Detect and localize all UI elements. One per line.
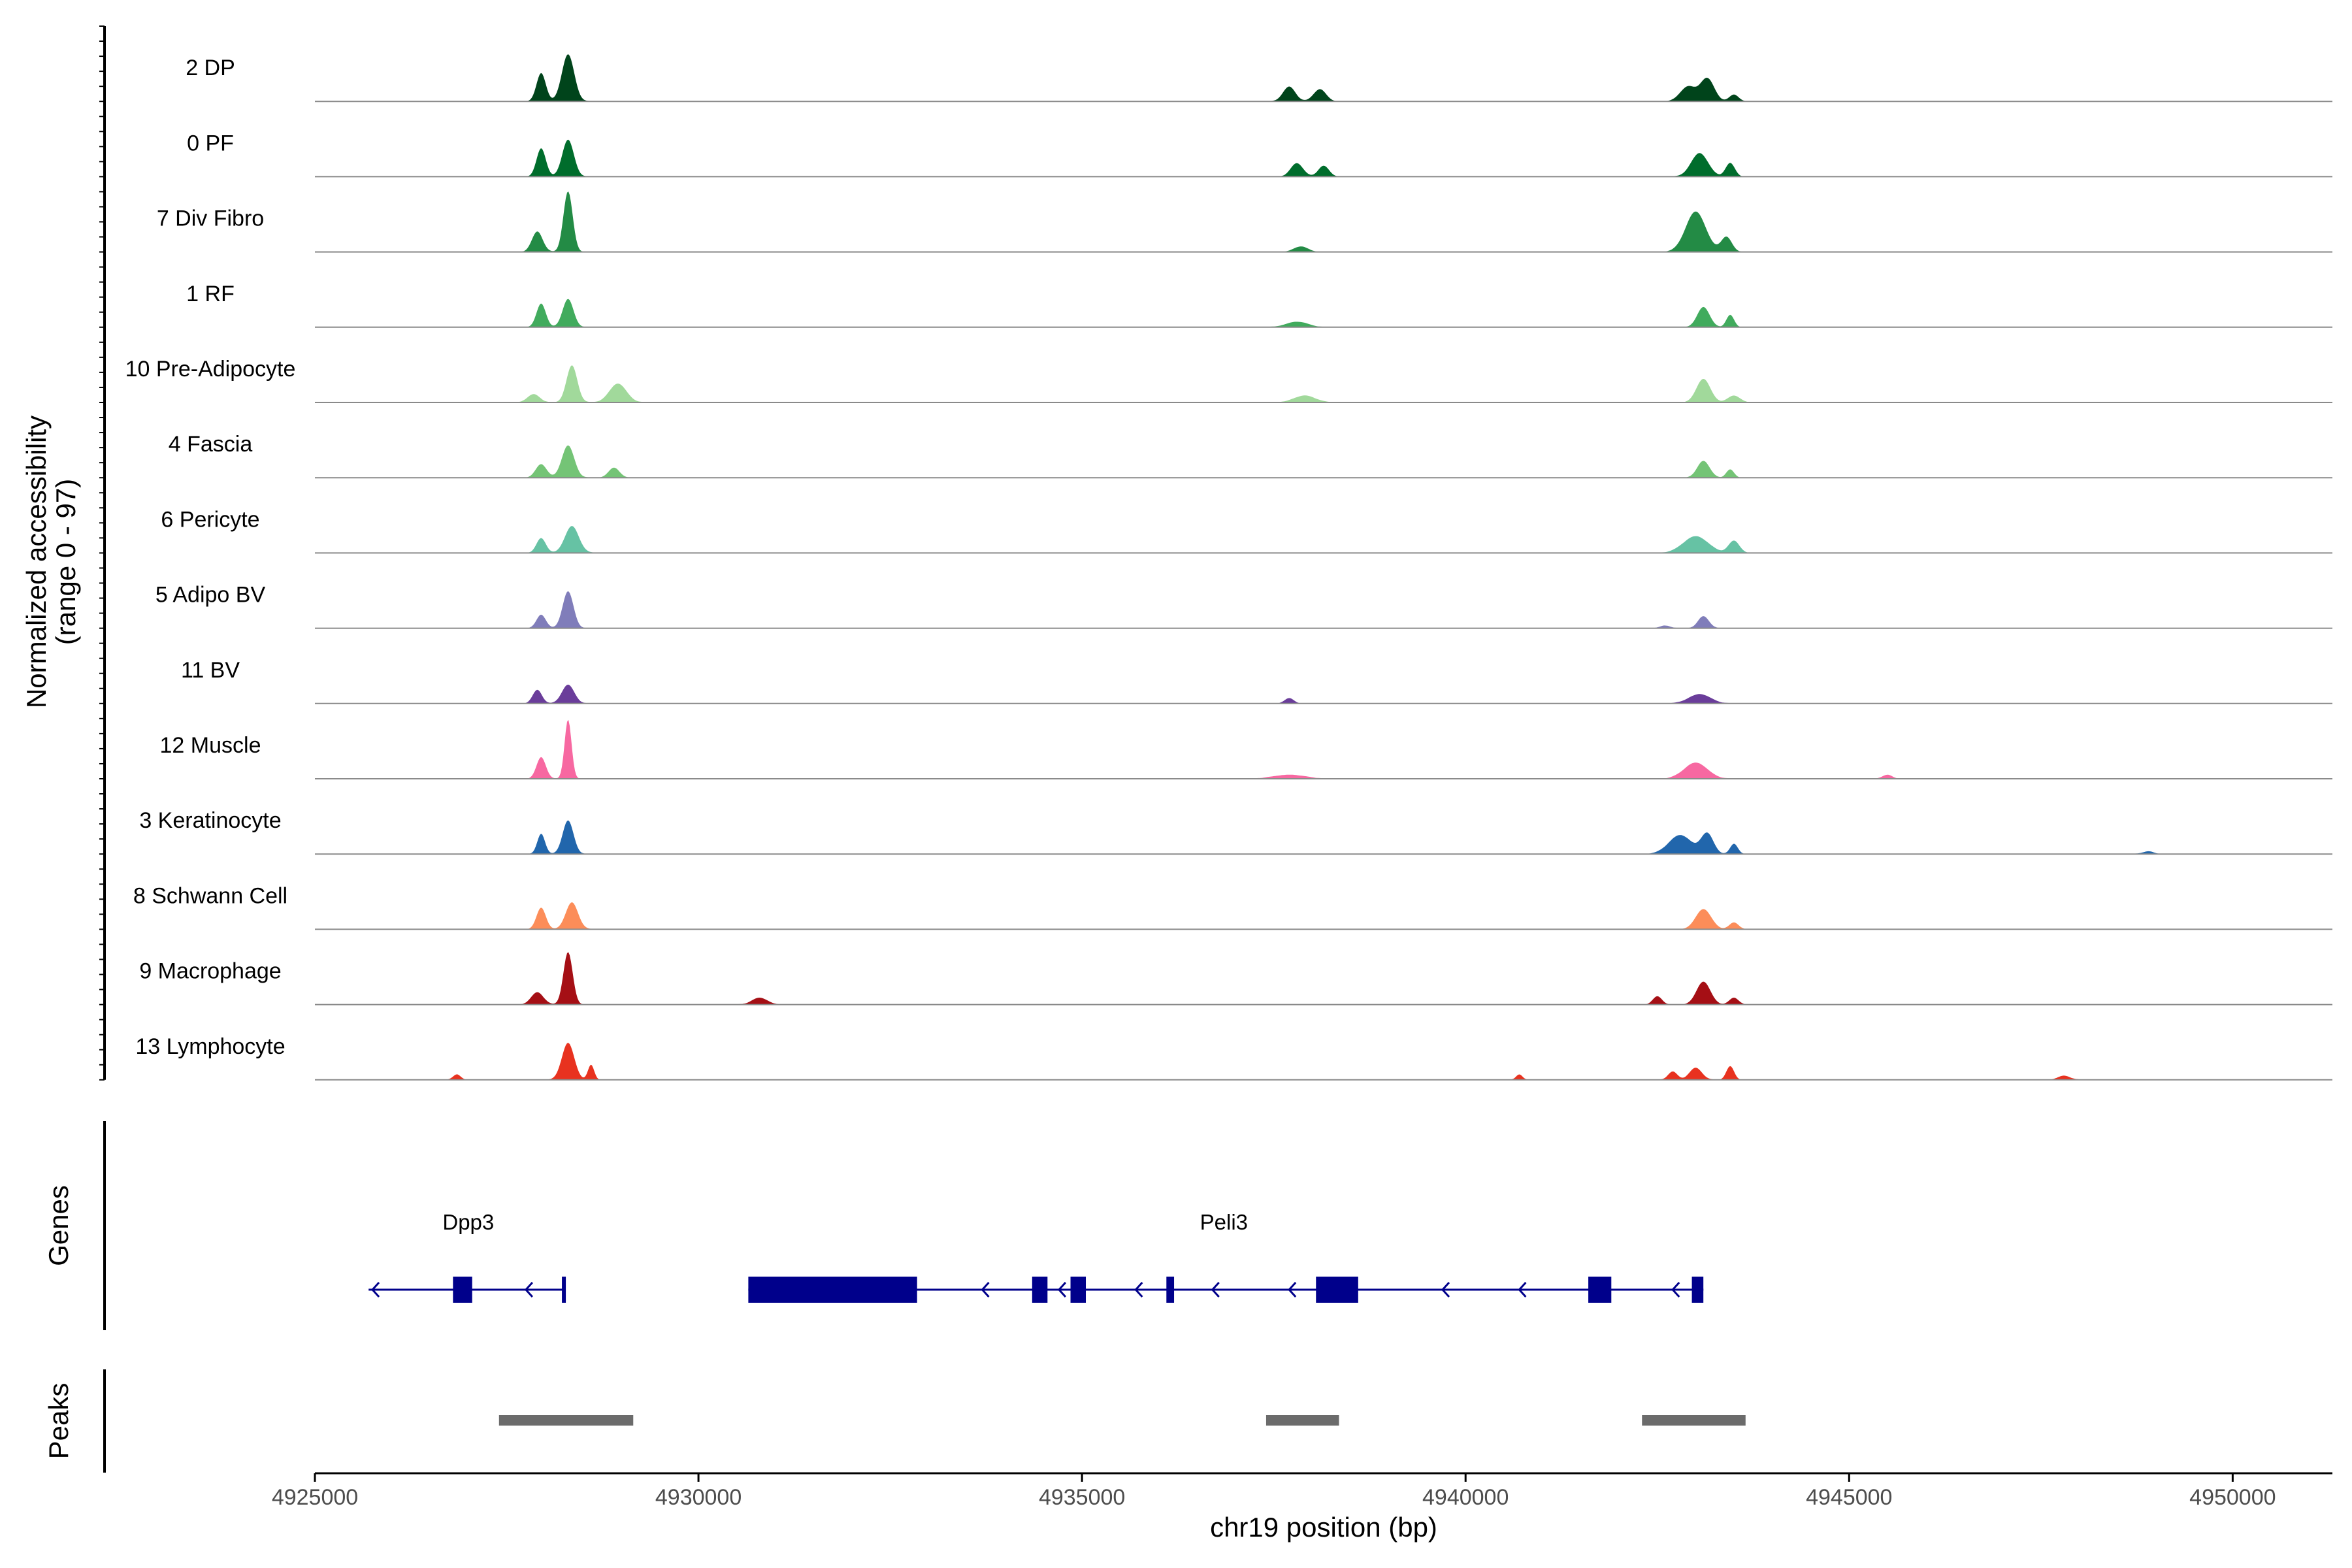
peak-region [1642, 1415, 1746, 1426]
y-axis-title: Normalized accessibility [21, 416, 52, 708]
strand-arrow [1441, 1281, 1450, 1298]
peak-region [1266, 1415, 1339, 1426]
peaks-track-label: Peaks [43, 1383, 74, 1460]
track-label: 6 Pericyte [161, 507, 259, 532]
gene-exon [748, 1277, 917, 1303]
track-2-dp: 2 DP [186, 54, 2332, 103]
coverage-area-9-macrophage [315, 952, 2332, 1005]
track-label: 0 PF [187, 131, 234, 155]
gene-label: Dpp3 [442, 1210, 494, 1234]
gene-annotations: Dpp3 Peli3 [368, 1210, 1704, 1303]
gene-exon [1032, 1277, 1048, 1303]
x-tick-label: 4950000 [2189, 1485, 2276, 1510]
y-axis-range: (range 0 - 97) [50, 479, 81, 645]
track-4-fascia: 4 Fascia [169, 432, 2332, 479]
gene-exon [1588, 1277, 1612, 1303]
gene-exon [1166, 1277, 1175, 1303]
coverage-area-0-pf [315, 139, 2332, 177]
track-label: 5 Adipo BV [155, 583, 266, 608]
coverage-area-6-pericyte [315, 526, 2332, 553]
gene-label: Peli3 [1200, 1210, 1248, 1234]
gene-exon [453, 1277, 472, 1303]
coverage-area-4-fascia [315, 445, 2332, 478]
x-axis: 4925000 4930000 4935000 4940000 4945000 49500… [272, 1473, 2276, 1510]
coverage-area-8-schwann-cell [315, 902, 2332, 930]
track-label: 1 RF [186, 282, 235, 306]
track-10-pre-adipocyte: 10 Pre-Adipocyte [125, 357, 2332, 403]
gene-exon [1316, 1277, 1358, 1303]
track-label: 11 BV [181, 658, 240, 683]
track-label: 7 Div Fibro [157, 206, 264, 231]
gene-exon [1691, 1277, 1704, 1303]
strand-arrow [1288, 1281, 1297, 1298]
track-label: 10 Pre-Adipocyte [125, 357, 296, 382]
strand-arrow [1057, 1281, 1067, 1298]
track-3-keratinocyte: 3 Keratinocyte [139, 808, 2332, 855]
gene-peli3: Peli3 [748, 1210, 1704, 1303]
track-1-rf: 1 RF [186, 282, 2332, 328]
coverage-area-10-pre-adipocyte [315, 365, 2332, 402]
coverage-area-2-dp [315, 54, 2332, 102]
x-tick-label: 4945000 [1806, 1485, 1892, 1510]
coverage-area-5-adipo-bv [315, 591, 2332, 629]
gene-dpp3: Dpp3 [368, 1210, 566, 1303]
strand-arrow [1518, 1281, 1527, 1298]
track-0-pf: 0 PF [187, 131, 2332, 178]
genes-track-label: Genes [43, 1185, 74, 1266]
track-label: 2 DP [186, 56, 235, 80]
x-axis-title: chr19 position (bp) [1210, 1512, 1437, 1543]
strand-arrow [1671, 1281, 1680, 1298]
gene-exon [562, 1277, 566, 1303]
track-6-pericyte: 6 Pericyte [161, 507, 2332, 554]
strand-arrow [524, 1281, 533, 1298]
coverage-y-axis [99, 25, 106, 1081]
track-12-muscle: 12 Muscle [160, 719, 2332, 779]
track-5-adipo-bv: 5 Adipo BV [155, 583, 2332, 629]
coverage-area-13-lymphocyte [315, 1043, 2332, 1080]
coverage-area-7-div-fibro [315, 191, 2332, 252]
coverage-area-3-keratinocyte [315, 820, 2332, 855]
coverage-tracks: 2 DP 0 PF 7 Div Fibro 1 RF 10 Pre-Adipocyte 4… [125, 54, 2332, 1081]
coverage-area-11-bv [315, 684, 2332, 704]
x-tick-label: 4940000 [1422, 1485, 1509, 1510]
x-tick-label: 4935000 [1039, 1485, 1125, 1510]
track-11-bv: 11 BV [181, 658, 2332, 704]
track-9-macrophage: 9 Macrophage [139, 952, 2332, 1005]
track-13-lymphocyte: 13 Lymphocyte [135, 1034, 2332, 1081]
track-label: 12 Muscle [160, 733, 261, 758]
track-7-div-fibro: 7 Div Fibro [157, 191, 2332, 253]
strand-arrow [981, 1281, 990, 1298]
coverage-area-12-muscle [315, 719, 2332, 779]
track-label: 8 Schwann Cell [133, 883, 287, 908]
strand-arrow [1211, 1281, 1220, 1298]
peak-region [498, 1415, 634, 1426]
peak-regions [498, 1415, 1746, 1426]
gene-exon [1070, 1277, 1086, 1303]
track-label: 4 Fascia [169, 432, 253, 457]
x-tick-label: 4925000 [272, 1485, 358, 1510]
coverage-area-1-rf [315, 299, 2332, 327]
strand-arrow [1134, 1281, 1143, 1298]
track-label: 13 Lymphocyte [135, 1034, 285, 1059]
strand-arrow [371, 1281, 380, 1298]
track-label: 9 Macrophage [139, 959, 281, 984]
track-label: 3 Keratinocyte [139, 808, 281, 833]
track-8-schwann-cell: 8 Schwann Cell [133, 883, 2332, 930]
x-tick-label: 4930000 [655, 1485, 742, 1510]
